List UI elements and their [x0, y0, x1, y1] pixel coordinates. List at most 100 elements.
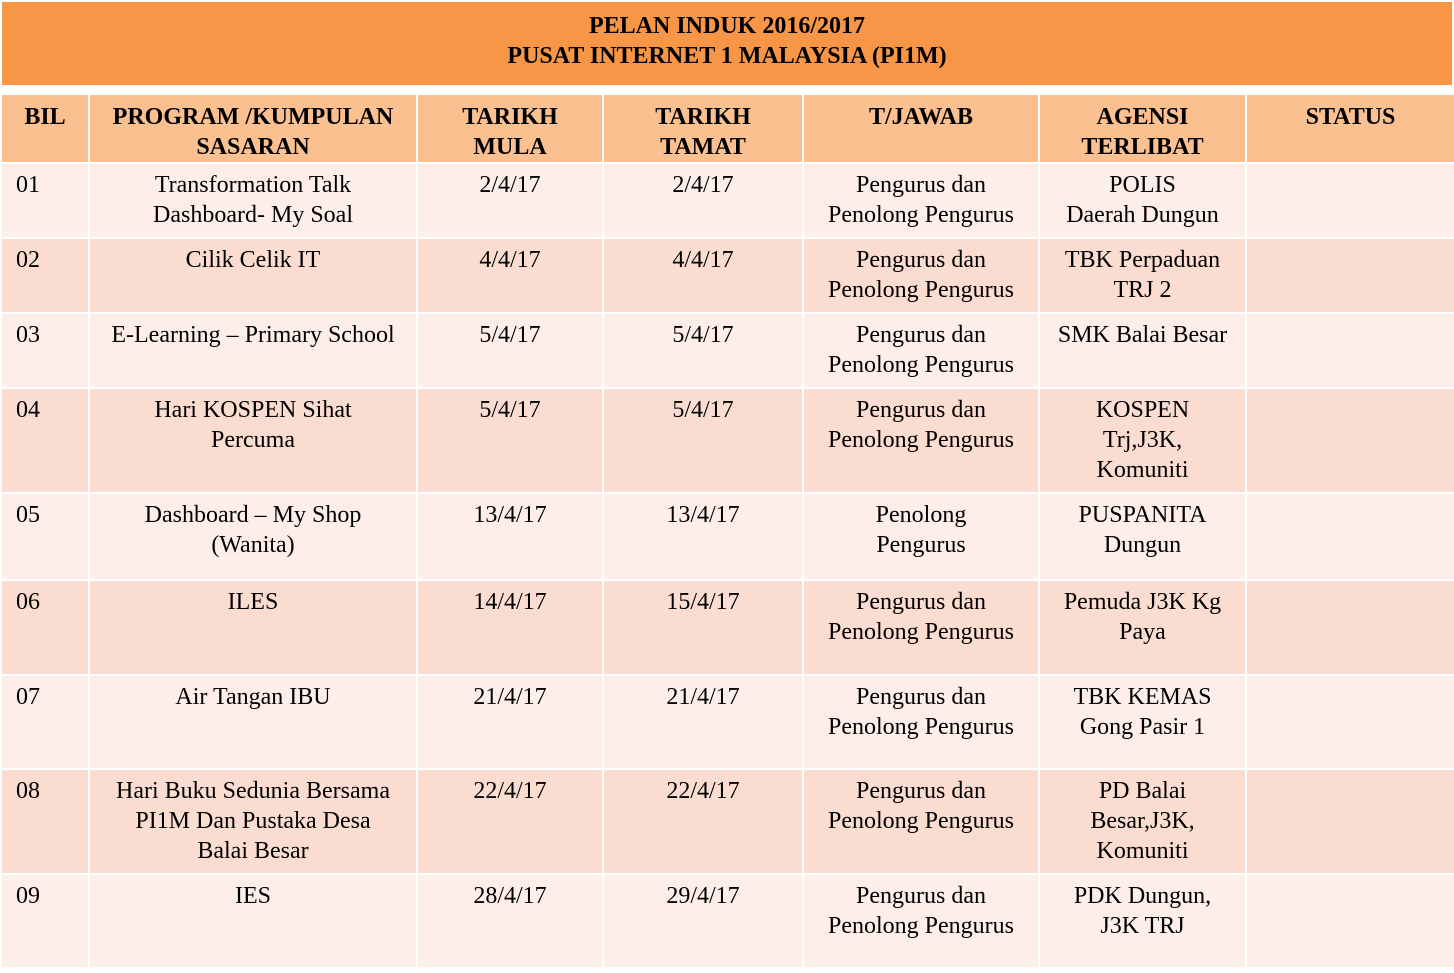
cell-tarikh-tamat-text: 29/4/17	[666, 883, 740, 909]
cell-program: Transformation Talk Dashboard- My Soal	[88, 162, 418, 239]
cell-agensi-line: Komuniti	[1096, 838, 1189, 864]
cell-program-line: Cilik Celik IT	[185, 247, 321, 273]
header-tarikh-mula: TARIKH MULA	[416, 93, 604, 164]
title-line-2: PUSAT INTERNET 1 MALAYSIA (PI1M)	[507, 42, 947, 69]
table-row: 05 Dashboard – My Shop (Wanita) 13/4/17 13/4…	[0, 492, 1454, 581]
cell-tarikh-mula: 28/4/17	[416, 873, 604, 969]
cell-status	[1245, 768, 1454, 875]
cell-program-line: Percuma	[211, 427, 295, 453]
cell-program: E-Learning – Primary School	[88, 312, 418, 389]
cell-agensi: TBK Perpaduan TRJ 2	[1038, 237, 1247, 314]
cell-bil: 08	[0, 768, 90, 875]
cell-agensi-line: PUSPANITA	[1078, 502, 1207, 528]
cell-bil: 02	[0, 237, 90, 314]
cell-program-line: PI1M Dan Pustaka Desa	[135, 808, 371, 834]
cell-tarikh-mula-text: 21/4/17	[473, 684, 547, 710]
cell-tarikh-mula-text: 5/4/17	[479, 322, 541, 348]
cell-tjawab-line: Penolong Pengurus	[828, 714, 1014, 740]
table-row: 06 ILES 14/4/17 15/4/17 Pengurus dan Penolong…	[0, 579, 1454, 676]
cell-program: Air Tangan IBU	[88, 674, 418, 770]
cell-program-line: Dashboard – My Shop	[144, 502, 362, 528]
cell-agensi-line: PDK Dungun,	[1073, 883, 1212, 909]
cell-program: Dashboard – My Shop (Wanita)	[88, 492, 418, 581]
cell-tarikh-mula: 22/4/17	[416, 768, 604, 875]
cell-tarikh-mula-text: 28/4/17	[473, 883, 547, 909]
cell-tarikh-tamat-text: 2/4/17	[672, 172, 734, 198]
cell-tarikh-tamat-text: 4/4/17	[672, 247, 734, 273]
cell-tarikh-mula-text: 5/4/17	[479, 397, 541, 423]
cell-agensi-line: Daerah Dungun	[1066, 202, 1219, 228]
cell-tarikh-tamat: 5/4/17	[602, 387, 804, 494]
cell-tjawab-line: Pengurus	[876, 532, 966, 558]
cell-agensi: KOSPEN Trj,J3K, Komuniti	[1038, 387, 1247, 494]
cell-program-line: Air Tangan IBU	[175, 684, 331, 710]
header-agensi-text: TERLIBAT	[1081, 134, 1204, 160]
cell-tjawab-line: Penolong Pengurus	[828, 277, 1014, 303]
cell-status	[1245, 579, 1454, 676]
header-tarikh-tamat-text: TARIKH	[655, 104, 751, 130]
cell-bil: 06	[0, 579, 90, 676]
cell-agensi-line: Gong Pasir 1	[1079, 714, 1206, 740]
header-tjawab-text: T/JAWAB	[868, 104, 974, 130]
cell-bil: 05	[0, 492, 90, 581]
cell-agensi: Pemuda J3K Kg Paya	[1038, 579, 1247, 676]
header-status: STATUS	[1245, 93, 1454, 164]
cell-tjawab-line: Penolong Pengurus	[828, 619, 1014, 645]
cell-agensi-line: KOSPEN	[1095, 397, 1190, 423]
cell-program-line: Dashboard- My Soal	[153, 202, 353, 228]
cell-tarikh-tamat: 2/4/17	[602, 162, 804, 239]
cell-tarikh-tamat: 5/4/17	[602, 312, 804, 389]
cell-program-line: Balai Besar	[197, 838, 309, 864]
header-status-text: STATUS	[1305, 104, 1396, 130]
cell-tarikh-tamat-text: 22/4/17	[666, 778, 740, 804]
cell-agensi-line: TBK KEMAS	[1073, 684, 1212, 710]
cell-agensi: SMK Balai Besar	[1038, 312, 1247, 389]
table-row: 07 Air Tangan IBU 21/4/17 21/4/17 Pengurus d…	[0, 674, 1454, 770]
cell-tarikh-mula-text: 14/4/17	[473, 589, 547, 615]
cell-bil-text: 04	[16, 397, 40, 423]
cell-tjawab: Pengurus dan Penolong Pengurus	[802, 162, 1040, 239]
cell-tarikh-tamat-text: 5/4/17	[672, 322, 734, 348]
cell-tjawab: Penolong Pengurus	[802, 492, 1040, 581]
cell-agensi: PDK Dungun, J3K TRJ	[1038, 873, 1247, 969]
header-program-text: PROGRAM /KUMPULAN	[112, 104, 394, 130]
table-row: 04 Hari KOSPEN Sihat Percuma 5/4/17 5/4/17 Pe…	[0, 387, 1454, 494]
cell-tjawab-line: Penolong Pengurus	[828, 427, 1014, 453]
table-row: 08 Hari Buku Sedunia Bersama PI1M Dan Pust…	[0, 768, 1454, 875]
cell-tarikh-mula: 13/4/17	[416, 492, 604, 581]
cell-program-line: ILES	[227, 589, 279, 615]
header-program-text: SASARAN	[196, 134, 310, 160]
cell-program-line: (Wanita)	[211, 532, 295, 558]
cell-tarikh-mula: 14/4/17	[416, 579, 604, 676]
cell-program: Hari Buku Sedunia Bersama PI1M Dan Pustak…	[88, 768, 418, 875]
header-tarikh-mula-text: TARIKH	[462, 104, 558, 130]
cell-status	[1245, 312, 1454, 389]
cell-tarikh-mula: 2/4/17	[416, 162, 604, 239]
cell-tarikh-tamat: 21/4/17	[602, 674, 804, 770]
header-agensi: AGENSI TERLIBAT	[1038, 93, 1247, 164]
table-row: 01 Transformation Talk Dashboard- My Soal 2…	[0, 162, 1454, 239]
cell-tjawab-line: Pengurus dan	[856, 397, 986, 423]
cell-tarikh-mula: 5/4/17	[416, 312, 604, 389]
cell-bil-text: 03	[16, 322, 40, 348]
cell-tjawab-line: Pengurus dan	[856, 247, 986, 273]
cell-status	[1245, 387, 1454, 494]
cell-program: ILES	[88, 579, 418, 676]
cell-tjawab: Pengurus dan Penolong Pengurus	[802, 674, 1040, 770]
header-tarikh-mula-text: MULA	[473, 134, 547, 160]
cell-agensi-line: TRJ 2	[1113, 277, 1172, 303]
cell-tjawab-line: Penolong Pengurus	[828, 913, 1014, 939]
cell-tarikh-mula-text: 2/4/17	[479, 172, 541, 198]
cell-program-line: IES	[235, 883, 271, 909]
cell-status	[1245, 162, 1454, 239]
cell-tarikh-tamat-text: 21/4/17	[666, 684, 740, 710]
cell-tarikh-tamat-text: 15/4/17	[666, 589, 740, 615]
cell-tjawab-line: Pengurus dan	[856, 589, 986, 615]
cell-program-line: Hari Buku Sedunia Bersama	[116, 778, 390, 804]
cell-tarikh-tamat-text: 5/4/17	[672, 397, 734, 423]
cell-agensi-line: PD Balai	[1098, 778, 1187, 804]
table-row: 03 E-Learning – Primary School 5/4/17 5/4/1…	[0, 312, 1454, 389]
cell-status	[1245, 674, 1454, 770]
cell-program-line: Hari KOSPEN Sihat	[154, 397, 352, 423]
cell-tarikh-mula: 5/4/17	[416, 387, 604, 494]
